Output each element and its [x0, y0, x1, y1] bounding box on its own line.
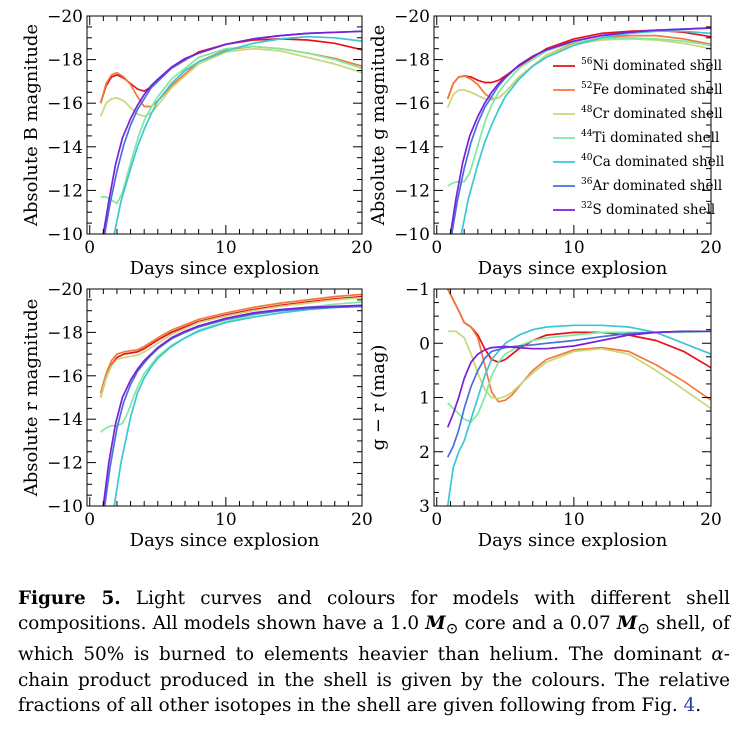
legend-label-0: 56Ni dominated shell — [581, 57, 722, 74]
bottom-left-xtick-label: 10 — [215, 510, 237, 530]
legend-label-4: 40Ca dominated shell — [581, 153, 724, 170]
figure-caption: Figure 5. Light curves and colours for m… — [18, 586, 730, 719]
bottom-right-xtick-label: 0 — [431, 510, 442, 530]
top-left-xtick-label: 0 — [84, 238, 95, 258]
top-left-ytick-label: −18 — [47, 51, 83, 71]
bottom-left-xtick-label: 20 — [351, 510, 373, 530]
top-right-series-3 — [447, 36, 711, 187]
bottom-left-xtick-label: 0 — [84, 510, 95, 530]
top-right-xtick-label: 20 — [700, 238, 722, 258]
top-right-ytick-label: −16 — [394, 94, 430, 114]
bottom-left-series-6 — [102, 304, 362, 506]
top-left-series-6 — [102, 30, 362, 234]
bottom-left-ytick-label: −20 — [47, 280, 83, 300]
legend-label-5: 36Ar dominated shell — [581, 177, 722, 194]
bottom-left-ytick-label: −10 — [47, 497, 83, 517]
caption-text-1: Light curves and colours for models with… — [18, 588, 730, 635]
caption-label: Figure 5. — [18, 588, 121, 609]
bottom-right-series-1 — [446, 289, 711, 403]
bottom-left-series-1 — [99, 293, 362, 394]
top-left-x-axis-label: Days since explosion — [130, 258, 320, 279]
bottom-left-series-5 — [103, 305, 362, 506]
caption-period: . — [695, 695, 702, 717]
top-right-xtick-label: 10 — [563, 238, 585, 258]
top-left-series-4 — [113, 35, 362, 234]
bottom-right-y-axis-label: g − r (mag) — [368, 345, 389, 451]
top-left-xtick-label: 20 — [351, 238, 373, 258]
bottom-right-xtick-label: 20 — [700, 510, 722, 530]
bottom-left-ytick-label: −12 — [47, 454, 83, 474]
bottom-left-series-4 — [113, 305, 362, 506]
top-right-series-6 — [449, 27, 711, 234]
caption-msun-m-2: M — [616, 613, 638, 635]
top-right-ytick-label: −20 — [394, 7, 430, 27]
top-left-ytick-label: −20 — [47, 7, 83, 27]
legend: 56Ni dominated shell 52Fe dominated shell… — [553, 57, 724, 218]
top-left-ytick-label: −14 — [47, 138, 83, 158]
bottom-right-series-4 — [446, 324, 711, 506]
bottom-right-ytick-label: −1 — [405, 280, 430, 300]
caption-msun-m-1: M — [425, 613, 446, 635]
bottom-right-ytick-label: 3 — [419, 497, 430, 517]
caption-msun-sun-2: ⊙ — [637, 620, 651, 639]
top-right-xtick-label: 0 — [431, 238, 442, 258]
top-right-ytick-label: −14 — [394, 138, 430, 158]
top-right-ytick-label: −18 — [394, 51, 430, 71]
bottom-right-xtick-label: 10 — [563, 510, 585, 530]
top-right-y-axis-label: Absolute g magnitude — [368, 25, 389, 226]
top-left-y-axis-label: Absolute B magnitude — [21, 24, 42, 227]
legend-label-2: 48Cr dominated shell — [581, 105, 723, 122]
top-left-xtick-label: 10 — [215, 238, 237, 258]
top-left-series-1 — [99, 45, 362, 108]
top-left-series-3 — [100, 45, 362, 205]
caption-alpha: α — [711, 644, 724, 666]
bottom-left-ytick-label: −18 — [47, 323, 83, 343]
bottom-left-series-0 — [99, 295, 362, 398]
top-left-ytick-label: −12 — [47, 181, 83, 201]
top-right-series-4 — [460, 30, 711, 234]
bottom-left-x-axis-label: Days since explosion — [130, 530, 320, 551]
legend-label-6: 32S dominated shell — [581, 201, 715, 218]
bottom-right-series-6 — [446, 330, 711, 428]
bottom-right-ytick-label: 2 — [419, 443, 430, 463]
top-right-ytick-label: −10 — [394, 225, 430, 245]
panel-bottom-right: 0 10 20 −1 0 1 2 3 Days since explosion g − r (ma… — [368, 280, 722, 551]
legend-label-3: 44Ti dominated shell — [581, 129, 719, 146]
top-left-ytick-label: −10 — [47, 225, 83, 245]
legend-label-1: 52Fe dominated shell — [581, 81, 723, 98]
panel-bottom-left: 0 10 20 −20 −18 −16 −14 −12 −10 Days since explos… — [21, 280, 373, 551]
top-right-x-axis-label: Days since explosion — [478, 258, 668, 279]
caption-text-3: shell, of which 50% is burned to element… — [18, 613, 730, 666]
panel-top-left: 0 10 20 −20 −18 −16 −14 −12 −10 Days since explos… — [21, 7, 373, 279]
caption-figure-link[interactable]: 4 — [683, 695, 696, 717]
top-right-ytick-label: −12 — [394, 181, 430, 201]
caption-msun-sun-1: ⊙ — [445, 620, 459, 639]
panel-top-right: 0 10 20 −20 −18 −16 −14 −12 −10 Days since explos… — [368, 7, 724, 279]
bottom-left-series-2 — [99, 296, 362, 398]
bottom-left-ytick-label: −16 — [47, 367, 83, 387]
bottom-right-x-axis-label: Days since explosion — [478, 530, 668, 551]
bottom-right-ytick-label: 0 — [419, 334, 430, 354]
caption-text-2: core and a 0.07 — [458, 613, 617, 635]
bottom-right-frame — [433, 288, 712, 507]
top-left-ytick-label: −16 — [47, 94, 83, 114]
bottom-right-series-2 — [447, 330, 711, 410]
caption-text-4: -chain product produced in the shell is … — [18, 644, 730, 717]
bottom-left-ytick-label: −14 — [47, 410, 83, 430]
bottom-left-y-axis-label: Absolute r magnitude — [21, 299, 42, 498]
bottom-right-ytick-label: 1 — [419, 389, 430, 409]
bottom-right-series-3 — [447, 330, 711, 423]
top-right-series-2 — [446, 38, 711, 108]
